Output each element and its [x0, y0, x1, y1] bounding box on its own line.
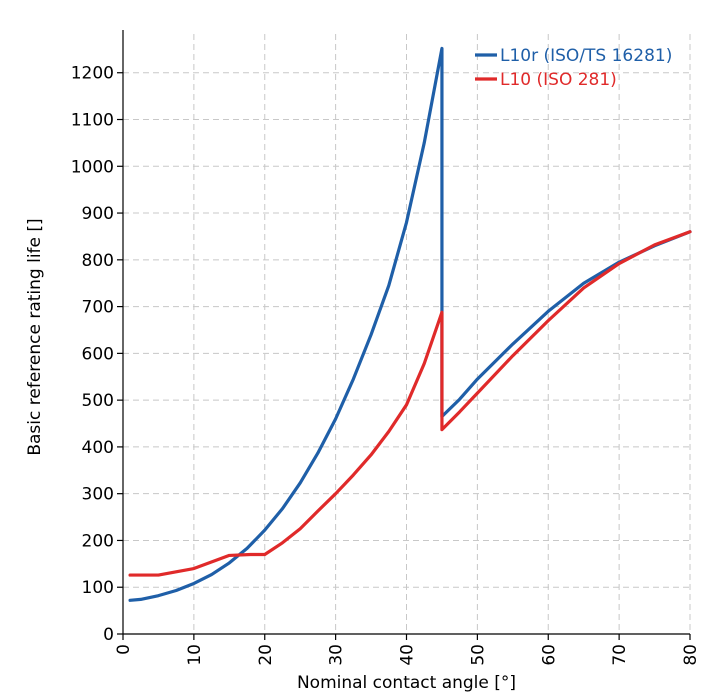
legend-label-0: L10r (ISO/TS 16281) — [500, 46, 672, 66]
grid-layer — [123, 34, 691, 634]
y-tick-label: 1200 — [71, 64, 114, 84]
y-tick-label: 1000 — [71, 157, 114, 177]
y-tick-label: 800 — [82, 251, 114, 271]
y-tick-label: 500 — [82, 391, 114, 411]
x-tick-label: 40 — [398, 644, 418, 666]
y-tick-label: 0 — [103, 625, 114, 645]
x-tick-label: 0 — [114, 644, 134, 655]
y-axis-title: Basic reference rating life [] — [25, 218, 45, 455]
y-tick-label: 100 — [82, 578, 114, 598]
x-tick-label: 70 — [610, 644, 630, 666]
y-tick-label: 300 — [82, 485, 114, 505]
x-tick-label: 10 — [185, 644, 205, 666]
legend: L10r (ISO/TS 16281) L10 (ISO 281) — [475, 46, 672, 90]
x-axis-title: Nominal contact angle [°] — [297, 673, 516, 693]
y-tick-label: 600 — [82, 344, 114, 364]
y-tick-label: 900 — [82, 204, 114, 224]
y-tick-label: 400 — [82, 438, 114, 458]
y-tick-label: 1100 — [71, 111, 114, 131]
y-tick-label: 200 — [82, 531, 114, 551]
series-layer — [128, 46, 692, 602]
series-line-0 — [128, 46, 692, 602]
series-line-1 — [128, 230, 692, 577]
x-tick-label: 30 — [327, 644, 347, 666]
legend-label-1: L10 (ISO 281) — [500, 70, 617, 90]
y-tick-label: 700 — [82, 298, 114, 318]
x-tick-label: 20 — [256, 644, 276, 666]
axis-layer: 0 10 20 30 40 50 60 70 8001002003004005006007008… — [71, 30, 701, 666]
x-tick-label: 50 — [468, 644, 488, 666]
x-tick-label: 80 — [681, 644, 701, 666]
x-tick-label: 60 — [539, 644, 559, 666]
